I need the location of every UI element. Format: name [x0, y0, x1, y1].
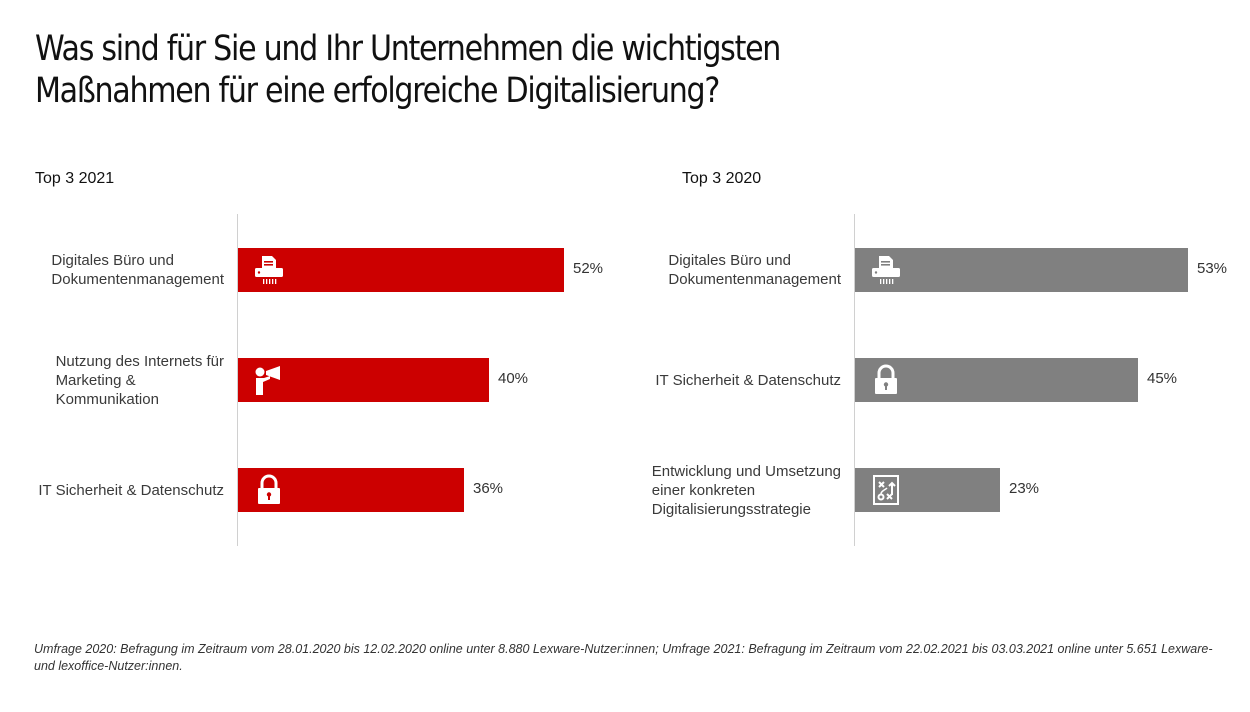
category-label-2020-2: IT Sicherheit & Datenschutz: [655, 371, 841, 389]
panel-2020-title: Top 3 2020: [682, 170, 762, 187]
bar-2020-1: [855, 248, 1188, 292]
value-label-2021-1: 52%: [573, 260, 604, 277]
category-label-2020-1: Digitales Büro und Dokumentenmanagement: [668, 252, 841, 288]
footnote: Umfrage 2020: Befragung im Zeitraum vom …: [34, 642, 1213, 673]
value-label-2021-3: 36%: [473, 480, 504, 497]
category-label-2021-3: IT Sicherheit & Datenschutz: [38, 481, 224, 499]
bar-2020-2: [855, 358, 1138, 402]
megaphone-person-icon: [252, 363, 286, 397]
value-label-2021-2: 40%: [498, 370, 529, 387]
bar-2021-2: [238, 358, 489, 402]
chart-title-line-1: Was sind für Sie und Ihr Unternehmen die…: [35, 29, 781, 69]
panel-2020-axis: [854, 214, 855, 546]
category-label-2021-1: Digitales Büro und Dokumentenmanagement: [51, 252, 224, 288]
bar-2021-1: [238, 248, 564, 292]
padlock-icon: [252, 473, 286, 507]
value-label-2020-1: 53%: [1197, 260, 1228, 277]
chart-title: Was sind für Sie und Ihr Unternehmen die…: [35, 28, 781, 112]
category-label-2021-2: Nutzung des Internets für Marketing & Komm…: [55, 352, 224, 408]
category-label-2020-3: Entwicklung und Umsetzung einer konkreten…: [651, 462, 841, 518]
value-label-2020-2: 45%: [1147, 370, 1178, 387]
padlock-icon: [869, 363, 903, 397]
panel-2021-axis: [237, 214, 238, 546]
document-shredder-icon: [252, 253, 286, 287]
strategy-board-icon: [869, 473, 903, 507]
value-label-2020-3: 23%: [1009, 480, 1040, 497]
chart-title-line-2: Maßnahmen für eine erfolgreiche Digitali…: [35, 71, 720, 111]
document-shredder-icon: [869, 253, 903, 287]
panel-2021-title: Top 3 2021: [35, 170, 115, 187]
